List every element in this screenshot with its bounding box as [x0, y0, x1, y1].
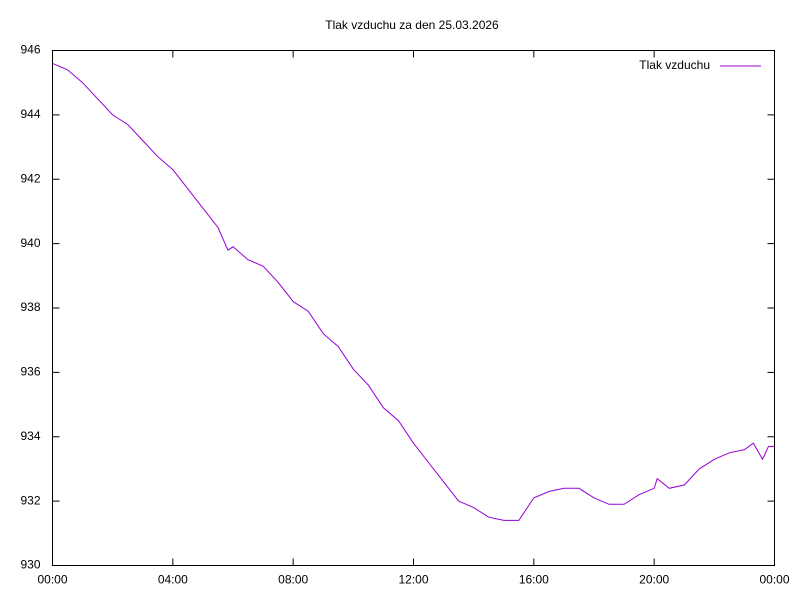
- legend-label: Tlak vzduchu: [639, 58, 710, 72]
- x-tick-label: 04:00: [158, 573, 188, 587]
- y-tick-label: 940: [20, 236, 40, 250]
- y-tick-label: 944: [20, 107, 40, 121]
- y-tick-label: 936: [20, 365, 40, 379]
- x-tick-label: 20:00: [639, 573, 669, 587]
- y-tick-label: 930: [20, 558, 40, 572]
- y-tick-label: 938: [20, 300, 40, 314]
- x-tick-label: 12:00: [398, 573, 428, 587]
- x-tick-label: 08:00: [278, 573, 308, 587]
- y-tick-label: 934: [20, 429, 40, 443]
- y-tick-label: 932: [20, 493, 40, 507]
- x-tick-label: 00:00: [37, 573, 67, 587]
- chart-title: Tlak vzduchu za den 25.03.2026: [325, 18, 499, 32]
- data-line: [52, 62, 775, 521]
- x-tick-label: 16:00: [519, 573, 549, 587]
- y-tick-label: 946: [20, 43, 40, 57]
- x-tick-label: 00:00: [759, 573, 789, 587]
- y-tick-label: 942: [20, 171, 40, 185]
